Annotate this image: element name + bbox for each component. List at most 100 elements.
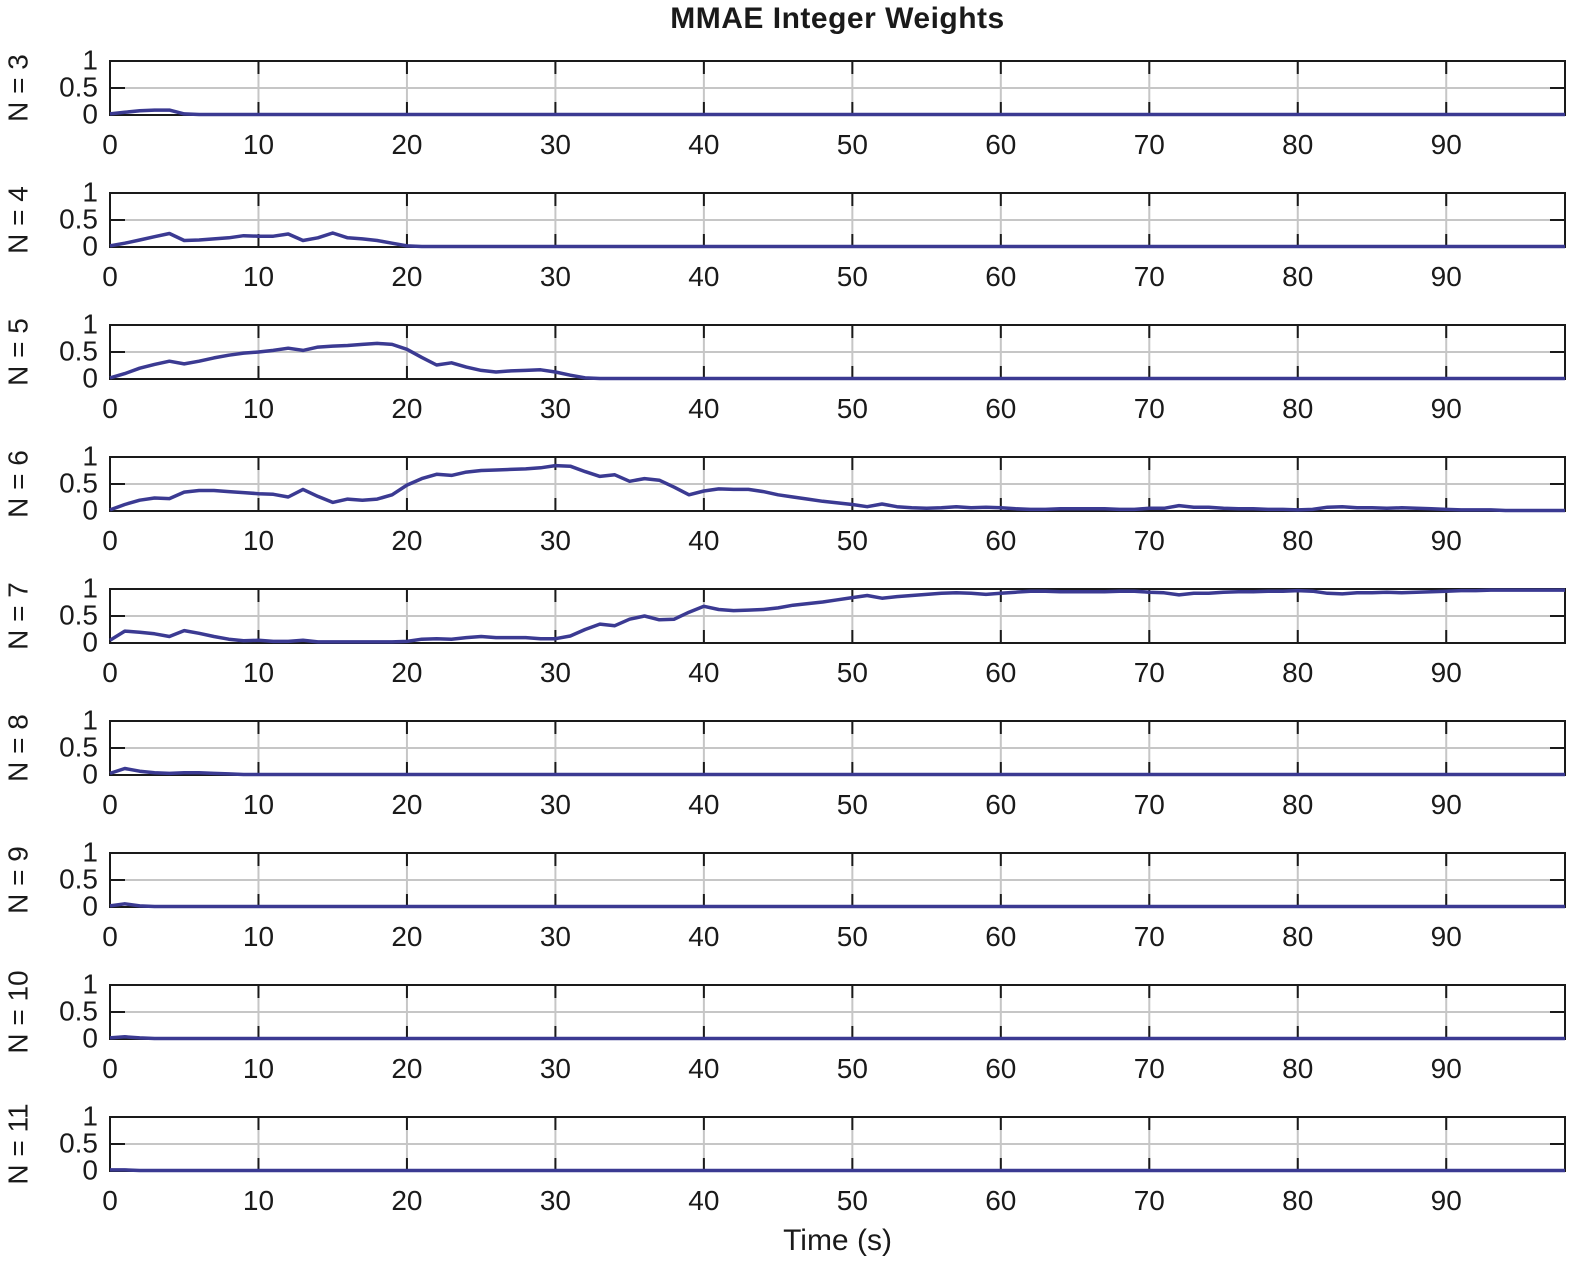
- row-label: N = 9: [2, 846, 33, 914]
- y-tick-label: 0.5: [59, 995, 98, 1026]
- y-tick-label: 1: [82, 440, 98, 471]
- row-label: N = 5: [2, 318, 33, 386]
- x-tick-label: 60: [985, 261, 1016, 292]
- x-tick-label: 50: [837, 393, 868, 424]
- x-tick-label: 80: [1282, 921, 1313, 952]
- y-tick-label: 1: [82, 44, 98, 75]
- x-tick-label: 10: [243, 525, 274, 556]
- y-tick-label: 0.5: [59, 599, 98, 630]
- weight-series-line: [109, 766, 1565, 777]
- x-tick-label: 30: [540, 525, 571, 556]
- x-tick-label: 90: [1431, 921, 1462, 952]
- y-tick-label: 0: [82, 230, 98, 261]
- x-tick-label: 50: [837, 657, 868, 688]
- x-tick-label: 10: [243, 129, 274, 160]
- x-tick-label: 80: [1282, 525, 1313, 556]
- weight-series-line: [109, 1035, 1565, 1041]
- x-tick-label: 60: [985, 1185, 1016, 1216]
- x-tick-label: 70: [1134, 1185, 1165, 1216]
- x-tick-label: 90: [1431, 129, 1462, 160]
- y-tick-label: 0.5: [59, 203, 98, 234]
- x-tick-label: 20: [391, 1185, 422, 1216]
- subplot-N=9: 00.510 10 20 30 40 50 60 70 80 90N = 9: [2, 836, 1566, 952]
- x-tick-label: 80: [1282, 657, 1313, 688]
- x-tick-label: 60: [985, 1053, 1016, 1084]
- x-tick-label: 60: [985, 657, 1016, 688]
- x-tick-label: 0: [102, 921, 118, 952]
- row-label: N = 11: [2, 1103, 33, 1184]
- y-tick-label: 0.5: [59, 467, 98, 498]
- x-tick-label: 0: [102, 393, 118, 424]
- x-tick-label: 10: [243, 1053, 274, 1084]
- y-tick-label: 0: [82, 890, 98, 921]
- weight-series-line: [109, 463, 1565, 513]
- x-tick-label: 20: [391, 525, 422, 556]
- x-tick-label: 40: [688, 1185, 719, 1216]
- y-tick-label: 1: [82, 176, 98, 207]
- x-tick-label: 0: [102, 261, 118, 292]
- row-label: N = 3: [2, 54, 33, 122]
- y-tick-label: 1: [82, 308, 98, 339]
- y-tick-label: 0.5: [59, 731, 98, 762]
- x-tick-label: 80: [1282, 789, 1313, 820]
- y-tick-label: 0.5: [59, 335, 98, 366]
- row-label: N = 8: [2, 714, 33, 782]
- x-tick-label: 80: [1282, 393, 1313, 424]
- x-tick-label: 20: [391, 789, 422, 820]
- x-tick-label: 0: [102, 657, 118, 688]
- x-tick-label: 20: [391, 393, 422, 424]
- subplot-N=6: 00.510 10 20 30 40 50 60 70 80 90N = 6: [2, 440, 1566, 556]
- x-tick-label: 60: [985, 789, 1016, 820]
- x-tick-label: 40: [688, 393, 719, 424]
- x-tick-label: 50: [837, 1053, 868, 1084]
- x-tick-label: 90: [1431, 525, 1462, 556]
- y-tick-label: 0: [82, 494, 98, 525]
- x-tick-label: 10: [243, 261, 274, 292]
- x-tick-label: 30: [540, 789, 571, 820]
- x-tick-label: 10: [243, 921, 274, 952]
- x-tick-label: 10: [243, 393, 274, 424]
- x-tick-label: 50: [837, 1185, 868, 1216]
- x-tick-label: 20: [391, 921, 422, 952]
- subplot-N=7: 00.510 10 20 30 40 50 60 70 80 90N = 7: [2, 572, 1566, 688]
- y-tick-label: 1: [82, 836, 98, 867]
- x-tick-label: 90: [1431, 789, 1462, 820]
- x-tick-label: 90: [1431, 1185, 1462, 1216]
- x-axis-label: Time (s): [783, 1224, 892, 1257]
- row-label: N = 4: [2, 186, 33, 254]
- y-tick-label: 1: [82, 968, 98, 999]
- subplot-N=8: 00.510 10 20 30 40 50 60 70 80 90N = 8: [2, 704, 1566, 820]
- x-tick-label: 30: [540, 393, 571, 424]
- x-tick-label: 0: [102, 525, 118, 556]
- x-tick-label: 70: [1134, 1053, 1165, 1084]
- y-tick-label: 0.5: [59, 863, 98, 894]
- row-label: N = 6: [2, 450, 33, 518]
- x-tick-label: 40: [688, 921, 719, 952]
- subplot-N=10: 00.510 10 20 30 40 50 60 70 80 90N = 10: [2, 968, 1566, 1084]
- x-tick-label: 0: [102, 789, 118, 820]
- x-tick-label: 70: [1134, 921, 1165, 952]
- y-tick-label: 0.5: [59, 71, 98, 102]
- subplot-N=5: 00.510 10 20 30 40 50 60 70 80 90N = 5: [2, 308, 1566, 424]
- x-tick-label: 0: [102, 1185, 118, 1216]
- x-tick-label: 90: [1431, 1053, 1462, 1084]
- y-tick-label: 1: [82, 572, 98, 603]
- figure-title: MMAE Integer Weights: [670, 2, 1005, 35]
- weight-series-line: [109, 341, 1565, 381]
- x-tick-label: 70: [1134, 789, 1165, 820]
- x-tick-label: 50: [837, 789, 868, 820]
- weight-series-line: [110, 1168, 1565, 1173]
- row-label: N = 10: [2, 970, 33, 1053]
- weight-series-line: [109, 108, 1565, 117]
- x-tick-label: 20: [391, 1053, 422, 1084]
- x-tick-label: 80: [1282, 1053, 1313, 1084]
- weight-series-line: [109, 588, 1565, 644]
- x-tick-label: 70: [1134, 261, 1165, 292]
- x-tick-label: 70: [1134, 657, 1165, 688]
- x-tick-label: 50: [837, 129, 868, 160]
- x-tick-label: 60: [985, 525, 1016, 556]
- x-tick-label: 0: [102, 1053, 118, 1084]
- x-tick-label: 20: [391, 261, 422, 292]
- x-tick-label: 80: [1282, 1185, 1313, 1216]
